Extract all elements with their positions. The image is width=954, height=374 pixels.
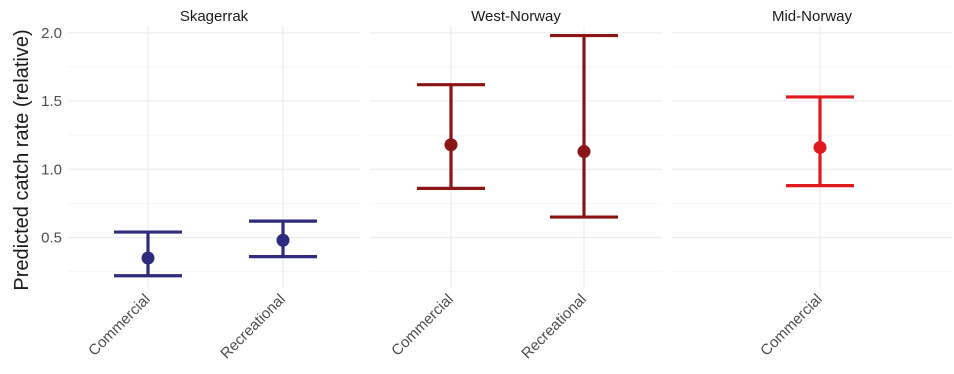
panel-skagerrak: Skagerrak Commercial Recreational <box>68 8 360 362</box>
estimate-point <box>577 145 591 159</box>
estimate-point <box>141 251 155 265</box>
x-tick-label: Commercial <box>757 291 826 360</box>
y-tick-label: 0.5 <box>41 230 62 247</box>
estimate-point <box>276 233 290 247</box>
y-tick-label: 1.0 <box>41 161 62 178</box>
panel-west-norway: West-Norway Commercial Recreational <box>370 8 662 362</box>
panel-mid-norway: Mid-Norway Commercial <box>672 8 952 359</box>
x-tick-label: Commercial <box>388 291 457 360</box>
y-axis-ticks: 0.5 1.0 1.5 2.0 <box>41 25 62 247</box>
y-tick-label: 2.0 <box>41 25 62 42</box>
y-tick-label: 1.5 <box>41 93 62 110</box>
x-tick-label: Recreational <box>217 291 289 363</box>
panel-title: West-Norway <box>471 8 561 25</box>
panel-title: Mid-Norway <box>772 8 853 25</box>
estimate-point <box>813 140 827 154</box>
x-tick-label: Recreational <box>518 291 590 363</box>
x-tick-label: Commercial <box>85 291 154 360</box>
y-axis-label: Predicted catch rate (relative) <box>11 29 33 290</box>
panel-title: Skagerrak <box>180 8 249 25</box>
estimate-point <box>444 138 458 152</box>
